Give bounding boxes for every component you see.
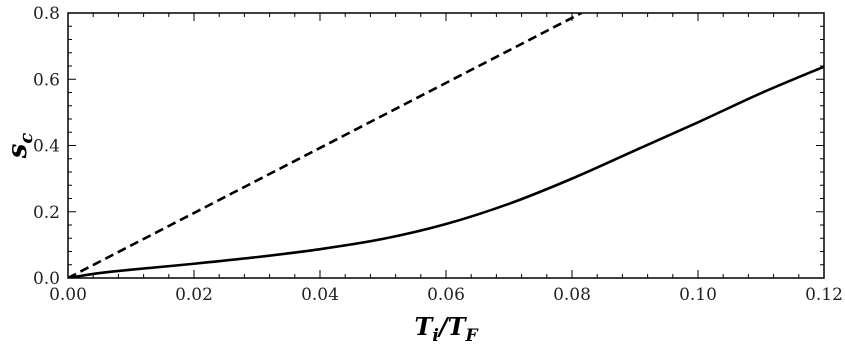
x-tick-label: 0.12	[805, 285, 843, 305]
y-tick-label: 0.6	[33, 70, 60, 90]
x-axis-label-main: T	[414, 312, 434, 341]
solid-series-line	[68, 65, 824, 278]
x-tick-labels: 0.00 0.02 0.04 0.06 0.08 0.10 0.12	[49, 285, 843, 305]
y-tick-label: 0.2	[33, 203, 60, 223]
plot-frame	[67, 12, 825, 279]
y-axis-label-sub: c	[16, 133, 37, 144]
series-layer	[68, 13, 824, 278]
x-tick-label: 0.10	[679, 285, 717, 305]
x-axis-label-den: T	[448, 312, 468, 341]
x-axis-label-sep: /	[437, 312, 450, 341]
x-axis-label: Ti/TF	[414, 312, 479, 346]
x-axis-label-sub: i	[432, 326, 438, 346]
y-axis-label: sc	[3, 133, 37, 160]
axis-ticks	[67, 12, 825, 279]
y-tick-label: 0.0	[33, 269, 60, 289]
x-tick-label: 0.00	[49, 285, 87, 305]
x-axis-label-den-sub: F	[464, 326, 479, 346]
y-tick-label: 0.4	[33, 137, 60, 157]
x-tick-label: 0.02	[175, 285, 213, 305]
x-tick-label: 0.04	[301, 285, 339, 305]
x-tick-label: 0.06	[427, 285, 465, 305]
y-axis-label-main: s	[3, 143, 33, 159]
y-tick-label: 0.8	[33, 4, 60, 24]
x-tick-label: 0.08	[553, 285, 591, 305]
y-tick-labels: 0.0 0.2 0.4 0.6 0.8	[33, 4, 60, 289]
dashed-series-line	[68, 13, 583, 278]
